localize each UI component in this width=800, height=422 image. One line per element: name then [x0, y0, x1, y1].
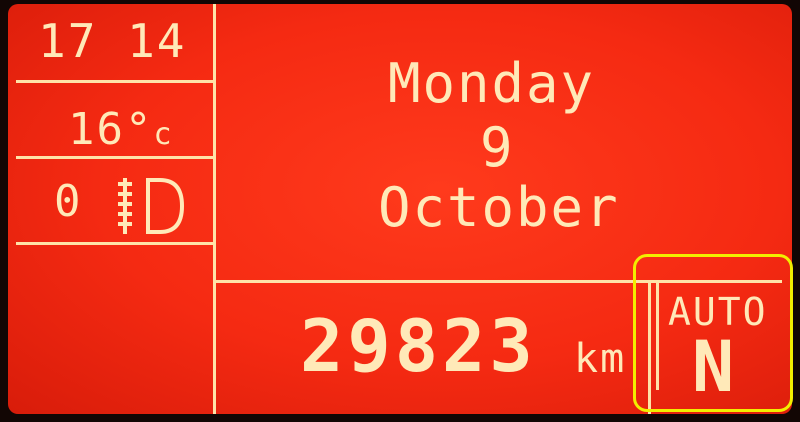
odometer-value: 29823: [300, 304, 537, 388]
odometer-unit: km: [574, 336, 627, 382]
gear-indicator: N: [692, 326, 737, 408]
left-panel-divider: [213, 4, 216, 414]
bottom-section-rule: [216, 280, 782, 283]
instrument-display: 17 14 16°c 0 Monday 9 October 29823 km A…: [8, 4, 792, 414]
headlamp-leveling-icon: [118, 178, 185, 234]
date-month: October: [378, 176, 620, 239]
gear-box-inner-divider: [656, 280, 659, 390]
temperature-value: 16°: [68, 104, 154, 155]
date-day-number: 9: [480, 116, 515, 179]
headlamp-level-value: 0: [54, 176, 83, 227]
left-panel-bottom-rule: [16, 242, 216, 245]
gear-highlight-box: [633, 254, 793, 412]
gearbox-mode: AUTO: [668, 290, 768, 334]
outside-temperature: 16°c: [68, 104, 174, 155]
date-weekday: Monday: [388, 52, 596, 115]
gear-box-divider: [648, 280, 651, 414]
clock-time: 17 14: [38, 14, 187, 68]
left-panel-mid-rule: [16, 156, 216, 159]
left-panel-top-rule: [16, 80, 216, 83]
temperature-unit: c: [153, 117, 174, 152]
